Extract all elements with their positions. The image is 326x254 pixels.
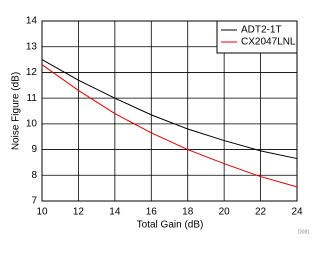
x-tick-label: 16 <box>146 207 158 218</box>
x-tick-label: 12 <box>73 207 85 218</box>
x-tick-label: 24 <box>291 207 303 218</box>
y-tick-label: 12 <box>26 67 38 78</box>
x-tick-label: 18 <box>182 207 194 218</box>
legend-label: CX2047LNL <box>241 37 296 48</box>
series-line <box>41 59 298 160</box>
x-tick-label: 20 <box>219 207 231 218</box>
x-tick-label: 14 <box>109 207 121 218</box>
y-tick-label: 7 <box>31 196 37 207</box>
y-tick-label: 13 <box>26 41 38 52</box>
plot-frame <box>41 20 298 202</box>
x-tick-label: 22 <box>255 207 267 218</box>
x-axis-label: Total Gain (dB) <box>137 220 204 231</box>
y-tick-label: 14 <box>26 16 38 27</box>
y-tick-label: 11 <box>27 93 38 104</box>
y-axis-label: Noise Figure (dB) <box>11 72 22 150</box>
legend-box <box>216 20 298 54</box>
y-tick-label: 9 <box>31 144 37 155</box>
y-tick-label: 10 <box>26 118 38 129</box>
figure-note: D081 <box>298 229 310 235</box>
series-line <box>41 64 298 188</box>
legend-label: ADT2-1T <box>241 25 282 36</box>
x-tick-label: 10 <box>36 207 48 218</box>
y-tick-label: 8 <box>31 170 37 181</box>
